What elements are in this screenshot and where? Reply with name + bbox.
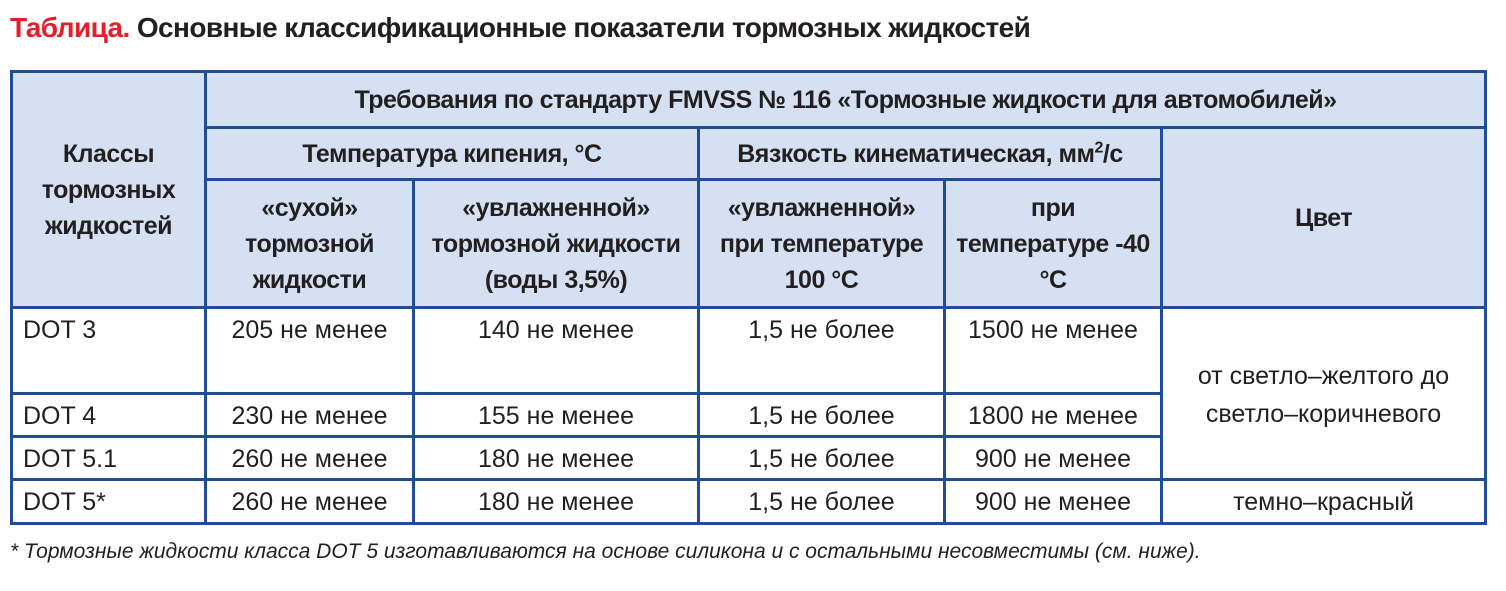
cell-visc40: 900 не менее xyxy=(943,478,1163,525)
cell-visc100: 1,5 не более xyxy=(697,478,946,525)
cell-class: DOT 4 xyxy=(10,392,207,438)
table-row: DOT 5.1 260 не менее 180 не менее 1,5 не… xyxy=(10,435,1486,481)
header-visc-wet: «увлажненной» при температуре 100 °С xyxy=(697,178,946,309)
header-classes: Классы тормозных жидкостей xyxy=(10,70,207,309)
title-text: Основные классификационные показатели то… xyxy=(136,12,1031,43)
viscosity-sup: 2 xyxy=(1094,139,1104,157)
cell-wet: 180 не менее xyxy=(412,478,700,525)
table-row: DOT 5* 260 не менее 180 не менее 1,5 не … xyxy=(10,478,1488,525)
footnote: * Тормозные жидкости класса DOT 5 изгота… xyxy=(10,540,1201,563)
cell-dry: 260 не менее xyxy=(204,478,415,525)
cell-wet: 180 не менее xyxy=(412,435,700,481)
cell-visc100: 1,5 не более xyxy=(697,306,946,395)
cell-color-silicone: темно–красный xyxy=(1159,478,1488,525)
header-wet: «увлажненной» тормозной жидкости (воды 3… xyxy=(412,178,700,309)
cell-dry: 230 не менее xyxy=(204,392,415,438)
header-standard: Требования по стандарту FMVSS № 116 «Тор… xyxy=(203,70,1488,129)
cell-visc40: 1800 не менее xyxy=(943,392,1163,438)
table-title: Таблица. Основные классификационные пока… xyxy=(10,12,1031,44)
cell-visc40: 1500 не менее xyxy=(943,306,1163,395)
table-row: DOT 3 205 не менее 140 не менее 1,5 не б… xyxy=(10,306,1488,481)
cell-class: DOT 5* xyxy=(10,478,207,525)
header-color: Цвет xyxy=(1159,126,1488,309)
header-boiling: Температура кипения, °С xyxy=(204,126,700,181)
header-dry: «сухой» тормозной жидкости xyxy=(204,178,415,309)
cell-color-glycol: от светло–желтого до светло–коричневого xyxy=(1159,306,1488,481)
cell-wet: 155 не менее xyxy=(412,392,700,438)
cell-visc40: 900 не менее xyxy=(943,435,1163,481)
viscosity-label: Вязкость кинематическая, мм xyxy=(737,139,1095,168)
title-label: Таблица. xyxy=(10,12,130,43)
brake-fluid-table: Классы тормозных жидкостей Требования по… xyxy=(10,70,1488,525)
cell-class: DOT 3 xyxy=(10,306,207,395)
viscosity-unit: /с xyxy=(1102,139,1123,168)
cell-dry: 205 не менее xyxy=(204,306,415,395)
cell-class: DOT 5.1 xyxy=(10,435,207,481)
cell-wet: 140 не менее xyxy=(412,306,700,395)
cell-dry: 260 не менее xyxy=(204,435,415,481)
table-row: DOT 4 230 не менее 155 не менее 1,5 не б… xyxy=(10,392,1486,438)
header-viscosity: Вязкость кинематическая, мм2/с xyxy=(697,126,1163,181)
cell-visc100: 1,5 не более xyxy=(697,392,946,438)
header-visc-cold: при температуре -40 °С xyxy=(943,178,1163,309)
cell-visc100: 1,5 не более xyxy=(697,435,946,481)
